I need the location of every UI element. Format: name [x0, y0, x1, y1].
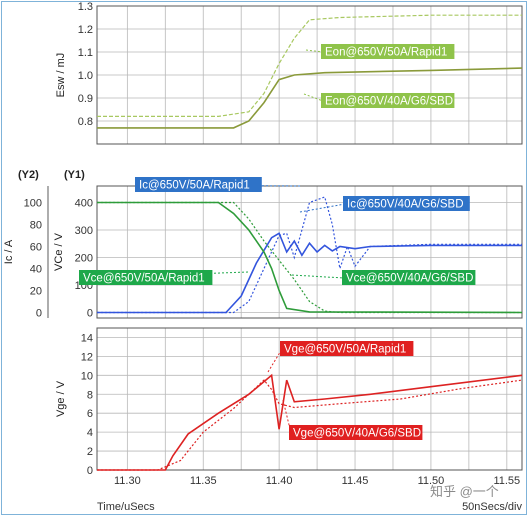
y-tick-label: 400	[75, 198, 93, 210]
y2-axis-tag: (Y2)	[18, 169, 39, 181]
legend-label-box	[289, 425, 423, 440]
y-axis-label: Vge / V	[55, 380, 67, 417]
series-line-ic-1	[97, 232, 522, 314]
legend-label-box	[79, 270, 213, 285]
legend-leader-line	[291, 274, 345, 279]
legend-label-text: Vge@650V/50A/Rapid1	[284, 344, 406, 356]
legend-label-box	[343, 196, 470, 211]
series-line-eon-0	[97, 14, 522, 118]
y2-tick-label: 60	[30, 242, 42, 254]
legend-label-text: Ic@650V/40A/G6/SBD	[347, 199, 464, 211]
y2-tick-label: 0	[36, 308, 42, 320]
y-tick-label: 14	[81, 332, 93, 344]
legend-leader-line	[305, 49, 324, 53]
legend-label-box	[321, 44, 455, 59]
legend-label-text: Vge@650V/40A/G6/SBD	[293, 428, 421, 440]
legend-label-text: Eon@650V/50A/Rapid1	[325, 47, 447, 59]
legend-label-text: Eon@650V/40A/G6/SBD	[325, 96, 453, 108]
legend-label-box	[135, 177, 262, 192]
y2-tick-label: 80	[30, 220, 42, 232]
series-line-vge-0	[97, 379, 523, 471]
legend-leader-line	[267, 348, 283, 373]
x-tick-label: 11.35	[190, 475, 217, 487]
x-tick-label: 11.30	[114, 475, 141, 487]
plot-area-border	[96, 185, 523, 319]
y-tick-label: 1.1	[78, 47, 93, 59]
x-tick-label: 11.40	[266, 475, 293, 487]
legend-label-text: Ic@650V/50A/Rapid1	[139, 180, 250, 192]
y-tick-label: 8	[87, 389, 93, 401]
legend-label-box	[342, 270, 476, 285]
y2-tick-label: 20	[30, 286, 42, 298]
legend-label-text: Vce@650V/50A/Rapid1	[83, 273, 205, 285]
time-scale-label: 50nSecs/div	[462, 501, 522, 513]
y-tick-label: 1.2	[78, 24, 93, 36]
plot-area-border	[96, 327, 523, 471]
x-tick-label: 11.45	[342, 475, 369, 487]
y-tick-label: 0.8	[78, 116, 93, 128]
y-tick-label: 1.3	[78, 1, 93, 13]
legend-label-box	[280, 341, 414, 356]
y-tick-label: 2	[87, 446, 93, 458]
x-tick-label: 11.50	[418, 475, 445, 487]
time-axis-label: Time/uSecs	[97, 501, 155, 513]
y-tick-label: 10	[81, 370, 93, 382]
y-tick-label: 4	[87, 427, 93, 439]
series-line-vce-3	[97, 201, 523, 314]
series-line-ic-0	[97, 196, 522, 314]
watermark-text: 知乎 @一个	[430, 484, 499, 499]
y-axis-label: Esw / mJ	[55, 53, 67, 98]
y-tick-label: 0.9	[78, 93, 93, 105]
y2-tick-label: 40	[30, 264, 42, 276]
legend-label-box	[321, 93, 455, 108]
y1-axis-tag: (Y1)	[64, 169, 85, 181]
legend-leader-line	[303, 93, 324, 102]
y-tick-label: 200	[75, 253, 93, 265]
series-line-eon-1	[97, 67, 523, 129]
legend-label-text: Vce@650V/40A/G6/SBD	[346, 273, 473, 285]
plot-area-border	[96, 5, 523, 145]
y-tick-label: 1.0	[78, 70, 93, 82]
y-axis-label: VCe / V	[53, 232, 65, 271]
y-tick-label: 300	[75, 225, 93, 237]
y-tick-label: 0	[87, 465, 93, 477]
series-line-vge-1	[97, 373, 523, 471]
y2-axis-label: Ic / A	[3, 239, 15, 264]
y2-tick-label: 100	[24, 198, 42, 210]
y-tick-label: 0	[87, 308, 93, 320]
y-tick-label: 12	[81, 351, 93, 363]
x-tick-label: 11.55	[493, 475, 520, 487]
y-tick-label: 6	[87, 408, 93, 420]
